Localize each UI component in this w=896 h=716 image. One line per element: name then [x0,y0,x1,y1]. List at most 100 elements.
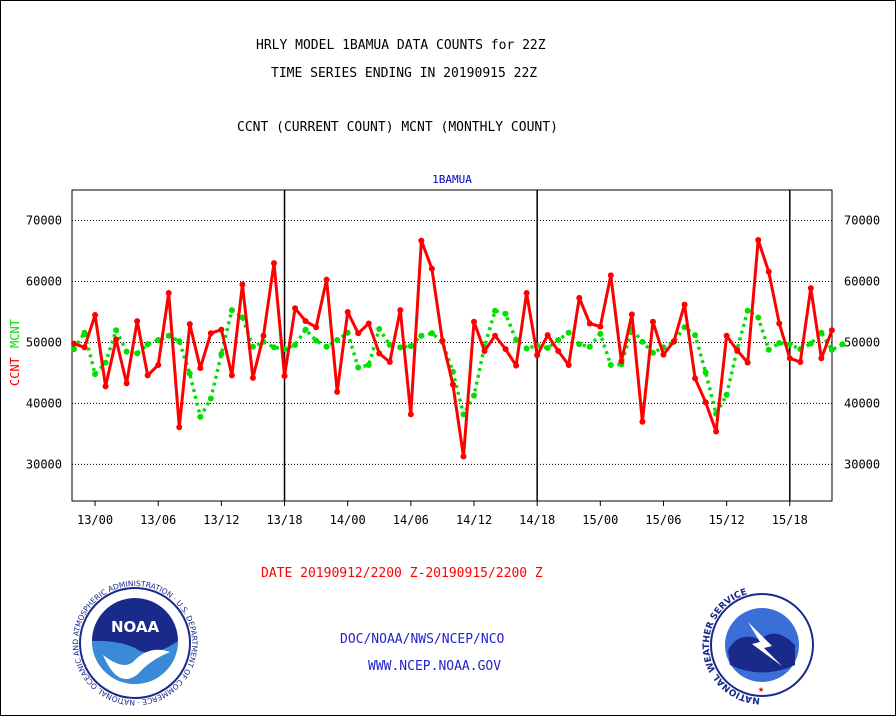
ccnt-point [418,237,425,244]
ccnt-point [576,294,583,301]
ccnt-point [797,358,804,365]
ccnt-point [460,453,467,460]
mcnt-point [302,326,309,333]
mcnt-point [313,337,320,344]
mcnt-point [218,351,225,358]
mcnt-point [502,310,509,317]
mcnt-point [702,369,709,376]
ccnt-point [565,362,572,369]
y-tick-label-left: 50000 [26,335,62,349]
y-tick-label-right: 40000 [844,396,880,410]
ccnt-point [628,311,635,318]
ccnt-point [71,340,77,347]
ccnt-point [81,344,88,351]
series-title: 1BAMUA [432,173,472,186]
ccnt-point [302,318,309,325]
ccnt-point [776,320,783,327]
mcnt-point [649,349,656,356]
ccnt-point [649,318,656,325]
mcnt-point [102,359,109,366]
ccnt-point [155,362,162,369]
ccnt-point [407,411,414,418]
ccnt-point [323,276,330,283]
ccnt-point [386,358,393,365]
ccnt-point [144,372,151,379]
ccnt-point [165,290,172,297]
ccnt-point [281,372,288,379]
mcnt-point [565,329,572,336]
ccnt-point [344,308,351,315]
y-axis-label-mcnt: MCNT [8,319,22,348]
ccnt-point [734,347,741,354]
mcnt-point [513,337,520,344]
ccnt-point [176,424,183,431]
x-tick-label: 14/12 [456,513,492,527]
ccnt-point [492,332,499,339]
ccnt-point [502,346,509,353]
x-tick-label: 14/06 [393,513,429,527]
mcnt-point [786,341,793,348]
ccnt-point [639,418,646,425]
ccnt-point [681,301,688,308]
mcnt-point [397,344,404,351]
nws-star-icon: ★ [758,684,764,695]
chart-title-line-3: CCNT (CURRENT COUNT) MCNT (MONTHLY COUNT… [237,120,558,135]
mcnt-point [155,337,162,344]
ccnt-point [439,337,446,344]
mcnt-point [323,343,330,350]
mcnt-point [249,343,256,350]
ccnt-point [586,320,593,327]
ccnt-point [807,285,814,292]
ccnt-point [618,358,625,365]
ccnt-point [555,347,562,354]
ccnt-point [523,290,530,297]
mcnt-point [386,341,393,348]
ccnt-point [671,338,677,345]
y-tick-label-left: 70000 [26,213,62,227]
mcnt-point [818,329,825,336]
footer-url: WWW.NCEP.NOAA.GOV [368,659,502,674]
nws-logo: NATIONAL WEATHER SERVICE ★ [702,587,814,705]
ccnt-point [755,237,762,244]
ccnt-point [449,381,456,388]
ccnt-point [123,380,130,387]
mcnt-point [376,326,383,333]
series-layer [71,237,846,460]
mcnt-point [92,371,99,378]
mcnt-point [828,346,835,353]
x-tick-label: 13/12 [203,513,239,527]
ccnt-point [597,323,604,330]
ccnt-point [713,428,720,435]
mcnt-point [365,362,372,369]
x-tick-label: 15/12 [709,513,745,527]
ccnt-point [113,336,120,343]
mcnt-point [597,330,604,337]
mcnt-point [471,392,477,399]
ccnt-point [313,324,320,331]
y-tick-label-left: 60000 [26,274,62,288]
mcnt-point [776,340,783,347]
ccnt-point [786,355,793,362]
x-tick-label: 15/18 [772,513,808,527]
ccnt-point [397,307,404,314]
ccnt-point [102,383,109,390]
x-tick-label: 14/00 [330,513,366,527]
label-layer: 30000 30000 40000 40000 50000 50000 60000 60000… [8,173,880,527]
mcnt-point [334,337,341,344]
mcnt-point [292,341,299,348]
ccnt-point [186,321,193,328]
mcnt-point [186,370,193,377]
ccnt-point [365,320,372,327]
x-tick-label: 15/06 [645,513,681,527]
footer-org: DOC/NOAA/NWS/NCEP/NCO [340,632,505,647]
mcnt-point [123,348,130,355]
ccnt-point [744,359,751,366]
ccnt-point [260,332,267,339]
ccnt-point [660,351,667,358]
mcnt-point [355,364,362,371]
mcnt-point [207,395,214,402]
mcnt-point [460,411,467,418]
ccnt-point [218,326,225,333]
noaa-logo: NATIONAL OCEANIC AND ATMOSPHERIC ADMINIS… [71,579,199,707]
ccnt-point [607,272,614,279]
